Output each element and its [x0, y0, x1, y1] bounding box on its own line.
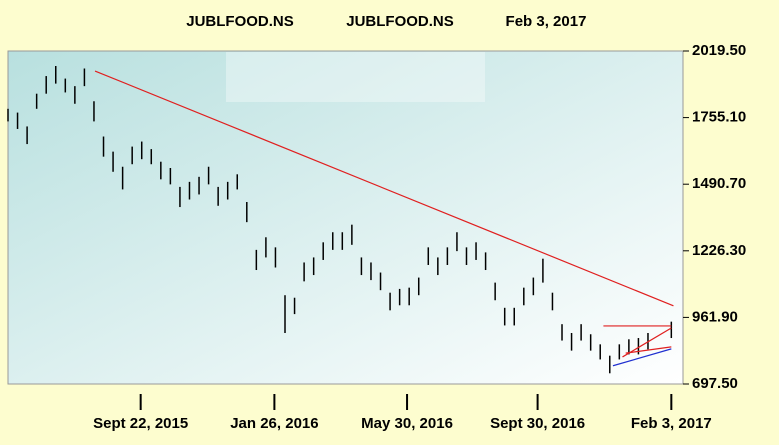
x-tick-label: Feb 3, 2017 [631, 415, 712, 432]
trendline [625, 346, 672, 354]
y-tick-label: 1226.30 [692, 242, 746, 259]
y-tick-label: 697.50 [692, 375, 738, 392]
plot-area [7, 50, 684, 385]
chart-subtitle: JUBLFOOD.NS [346, 13, 454, 30]
y-tick-label: 1755.10 [692, 109, 746, 126]
y-tick-label: 2019.50 [692, 42, 746, 59]
trendline [612, 348, 672, 367]
x-tick-label: Jan 26, 2016 [230, 415, 318, 432]
y-tick-label: 961.90 [692, 308, 738, 325]
y-tick-label: 1490.70 [692, 175, 746, 192]
trendline [94, 70, 674, 307]
chart-date: Feb 3, 2017 [506, 13, 587, 30]
x-tick-label: Sept 22, 2015 [93, 415, 188, 432]
x-tick-label: Sept 30, 2016 [490, 415, 585, 432]
chart-title: JUBLFOOD.NS [186, 13, 294, 30]
highlight [226, 52, 485, 102]
x-tick-label: May 30, 2016 [361, 415, 453, 432]
